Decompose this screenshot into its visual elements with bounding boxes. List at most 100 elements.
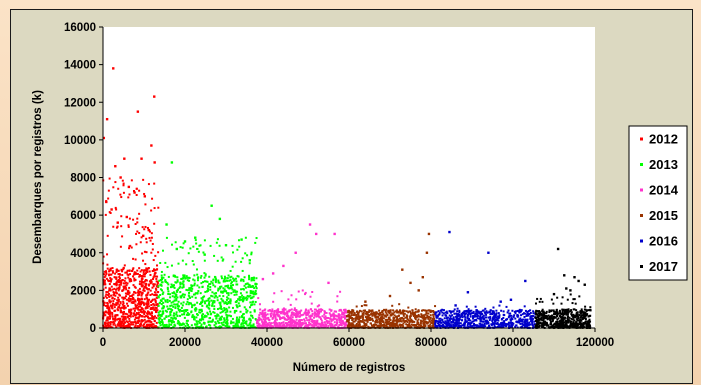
data-point (361, 316, 364, 319)
data-point (198, 308, 201, 311)
data-point (242, 287, 245, 290)
data-point (505, 318, 508, 321)
data-point (211, 282, 214, 285)
data-point (149, 289, 152, 292)
data-point (116, 314, 119, 317)
data-point (523, 315, 526, 318)
data-point (552, 325, 555, 328)
data-point (220, 297, 223, 300)
data-point (313, 320, 316, 323)
data-point (105, 271, 108, 274)
data-point (194, 236, 197, 239)
data-point (140, 301, 143, 304)
data-point (492, 315, 495, 318)
data-point (442, 321, 445, 324)
data-point (193, 282, 196, 285)
data-point (376, 312, 379, 315)
data-point (493, 325, 496, 328)
data-point (429, 309, 432, 312)
data-point (216, 296, 219, 299)
data-point (226, 314, 229, 317)
data-point (184, 325, 187, 328)
data-point (468, 322, 471, 325)
data-point (140, 306, 143, 309)
data-point (221, 291, 224, 294)
data-point (192, 263, 195, 266)
data-point (275, 313, 278, 316)
data-point (511, 324, 514, 327)
data-point (578, 295, 581, 298)
data-point (502, 310, 505, 313)
data-point (152, 269, 155, 272)
data-point (218, 294, 221, 297)
data-point (113, 303, 116, 306)
data-point (156, 309, 159, 312)
data-point (402, 325, 405, 328)
data-point (141, 315, 144, 318)
data-point (366, 312, 369, 315)
data-point (467, 308, 470, 311)
data-point (476, 310, 479, 313)
data-point (136, 221, 139, 224)
data-point (118, 277, 121, 280)
data-point (185, 263, 188, 266)
data-point (181, 246, 184, 249)
data-point (124, 277, 127, 280)
data-point (261, 320, 264, 323)
data-point (245, 298, 248, 301)
data-point (309, 323, 312, 326)
data-point (314, 308, 317, 311)
data-point (118, 304, 121, 307)
data-point (452, 317, 455, 320)
data-point (439, 309, 442, 312)
data-point (289, 320, 292, 323)
data-point (115, 226, 118, 229)
data-point (249, 319, 252, 322)
data-point (168, 323, 171, 326)
data-point (526, 313, 529, 316)
data-point (211, 304, 214, 307)
y-tick-label: 6000 (70, 210, 96, 222)
data-point (129, 311, 132, 314)
data-point (406, 326, 409, 329)
data-point (249, 285, 252, 288)
data-point (252, 324, 255, 327)
data-point (114, 294, 117, 297)
data-point (413, 320, 416, 323)
data-point (365, 326, 368, 329)
data-point (304, 324, 307, 327)
data-point (248, 259, 251, 262)
data-point (117, 321, 120, 324)
data-point (185, 309, 188, 312)
data-point (138, 232, 141, 235)
data-point (568, 325, 571, 328)
data-point (305, 317, 308, 320)
data-point (240, 323, 243, 326)
data-point (244, 283, 247, 286)
data-point (426, 315, 429, 318)
data-point (492, 310, 495, 313)
data-point (135, 326, 138, 329)
data-point (524, 323, 527, 326)
data-point (559, 316, 562, 319)
data-point (164, 279, 167, 282)
data-point (532, 310, 535, 313)
data-point (122, 319, 125, 322)
data-point (227, 297, 230, 300)
data-point (253, 279, 256, 282)
data-point (500, 322, 503, 325)
data-point (214, 325, 217, 328)
data-point (547, 324, 550, 327)
data-point (146, 226, 149, 229)
data-point (296, 322, 299, 325)
data-point (208, 317, 211, 320)
data-point (143, 195, 147, 198)
data-point (469, 315, 472, 318)
data-point (575, 321, 578, 324)
data-point (302, 313, 305, 316)
data-point (250, 314, 253, 317)
data-point (441, 323, 444, 326)
data-point (251, 326, 254, 329)
data-point (228, 279, 231, 282)
data-point (275, 324, 278, 327)
